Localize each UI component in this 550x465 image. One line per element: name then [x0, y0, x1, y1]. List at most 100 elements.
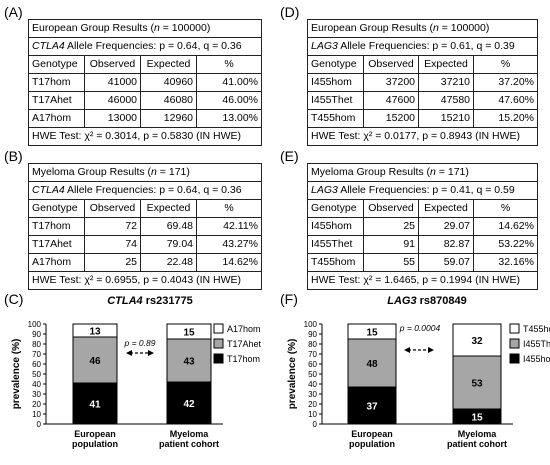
y-tick-label: 60 [32, 360, 41, 369]
table-title: Myeloma Group Results (n = 171) [307, 163, 538, 182]
y-tick-label: 80 [308, 340, 317, 349]
y-tick-label: 10 [308, 410, 317, 419]
legend-label: I455Thet [523, 339, 550, 349]
y-tick-label: 30 [32, 390, 41, 399]
y-tick-label: 90 [32, 330, 41, 339]
bar-segment [166, 323, 212, 340]
table-row: T455hom 55 59.07 32.16% [307, 253, 538, 272]
y-tick-label: 0 [37, 420, 42, 429]
y-tick-label: 30 [308, 390, 317, 399]
myeloma-lag3-table: Myeloma Group Results (n = 171) LAG3 All… [307, 163, 538, 290]
chart-title: CTLA4 rs231775 [107, 295, 193, 307]
bar-value-label: 46 [89, 356, 101, 367]
table-row: I455hom 25 29.07 14.62% [307, 217, 538, 236]
y-tick-label: 70 [32, 350, 41, 359]
p-value-annotation: p = 0.0004 [399, 323, 441, 333]
y-axis-label: prevalence (%) [11, 339, 22, 410]
legend-swatch [213, 338, 224, 349]
panel-label-d: (D) [280, 4, 300, 20]
x-category-label: European [351, 429, 393, 439]
x-category-label: population [72, 439, 118, 449]
bar-value-label: 37 [366, 402, 378, 413]
bar-value-label: 32 [471, 336, 483, 347]
table-row: A17hom 25 22.48 14.62% [28, 253, 262, 272]
bar-segment [347, 386, 397, 425]
x-category-label: patient cohort [159, 439, 219, 449]
chart-title-gene: LAG3 [387, 295, 416, 307]
y-tick-label: 100 [28, 320, 42, 329]
legend-swatch [213, 323, 224, 334]
y-tick-label: 40 [308, 380, 317, 389]
legend-label: I455hom [523, 354, 550, 364]
panel-label: (F) [280, 291, 298, 307]
chart-title: LAG3 rs870849 [387, 295, 467, 307]
arrow-left-head [404, 347, 410, 353]
hwe-test-row: HWE Test: χ² = 0.6955, p = 0.4043 (IN HW… [28, 271, 262, 290]
bar-segment [347, 323, 397, 340]
arrow-right-head [428, 347, 434, 353]
legend-label: T17hom [227, 354, 260, 364]
y-tick-label: 80 [32, 340, 41, 349]
legend-label: T17Ahet [227, 339, 262, 349]
y-tick-label: 70 [308, 350, 317, 359]
bar-value-label: 13 [89, 327, 101, 338]
y-axis-label: prevalence (%) [287, 339, 298, 410]
x-category-label: population [349, 439, 395, 449]
european-ctla4-table: European Group Results (n = 100000) CTLA… [27, 19, 263, 146]
legend-swatch [509, 338, 520, 349]
table-row: I455Thet 47600 47580 47.60% [307, 91, 539, 110]
bar-value-label: 53 [471, 379, 483, 390]
table-header-row: Genotype Observed Expected% [28, 199, 262, 218]
panel-label-e: (E) [280, 148, 299, 164]
table-row: T17hom 72 69.48 42.11% [28, 217, 262, 236]
y-tick-label: 100 [304, 320, 318, 329]
allele-frequency-row: CTLA4 Allele Frequencies: p = 0.64, q = … [27, 37, 263, 56]
arrow-right-head [148, 350, 154, 356]
x-category-label: patient cohort [447, 439, 507, 449]
bar-segment [452, 355, 502, 410]
bar-segment [72, 323, 118, 338]
p-value-annotation: p = 0.89 [124, 338, 156, 348]
table-header-row: Genotype Observed Expected% [28, 55, 263, 74]
y-tick-label: 10 [32, 410, 41, 419]
hwe-test-row: HWE Test: χ² = 0.3014, p = 0.5830 (IN HW… [27, 127, 263, 146]
legend-label: T455hom [523, 324, 550, 334]
bar-value-label: 15 [471, 413, 483, 424]
table-title: Myeloma Group Results (n = 171) [28, 163, 262, 182]
bar-segment [347, 338, 397, 388]
chart-title-snp: rs870849 [417, 295, 467, 307]
allele-frequency-row: CTLA4 Allele Frequencies: p = 0.64, q = … [28, 181, 262, 200]
x-category-label: Myeloma [458, 429, 498, 439]
y-tick-label: 40 [32, 380, 41, 389]
chart-title-gene: CTLA4 [107, 295, 142, 307]
bar-value-label: 15 [366, 328, 378, 339]
panel-label-a: (A) [4, 4, 23, 20]
myeloma-ctla4-table: Myeloma Group Results (n = 171) CTLA4 Al… [28, 163, 262, 290]
hwe-test-row: HWE Test: χ² = 0.0177, p = 0.8943 (IN HW… [306, 127, 539, 146]
legend-swatch [509, 353, 520, 364]
panel-label-b: (B) [4, 148, 23, 164]
y-tick-label: 20 [308, 400, 317, 409]
panel-label: (C) [4, 291, 23, 307]
table-row: A17hom 13000 12960 13.00% [28, 109, 263, 128]
bar-segment [166, 381, 212, 425]
bar-segment [452, 323, 502, 357]
y-tick-label: 20 [32, 400, 41, 409]
bar-value-label: 43 [183, 357, 195, 368]
y-tick-label: 0 [313, 420, 318, 429]
table-header-row: Genotype Observed Expected% [307, 199, 538, 218]
bar-segment [166, 338, 212, 383]
hwe-test-row: HWE Test: χ² = 1.6465, p = 0.1994 (IN HW… [307, 271, 538, 290]
y-tick-label: 50 [308, 370, 317, 379]
x-category-label: Myeloma [170, 429, 210, 439]
table-row: T17Ahet 46000 46080 46.00% [28, 91, 263, 110]
y-tick-label: 50 [32, 370, 41, 379]
table-header-row: Genotype Observed Expected% [307, 55, 539, 74]
bar-value-label: 41 [89, 400, 101, 411]
bar-value-label: 42 [183, 399, 195, 410]
y-tick-label: 60 [308, 360, 317, 369]
table-row: I455Thet 91 82.87 53.22% [307, 235, 538, 254]
european-lag3-table: European Group Results (n = 100000) LAG3… [306, 19, 539, 146]
allele-frequency-row: LAG3 Allele Frequencies: p = 0.41, q = 0… [307, 181, 538, 200]
